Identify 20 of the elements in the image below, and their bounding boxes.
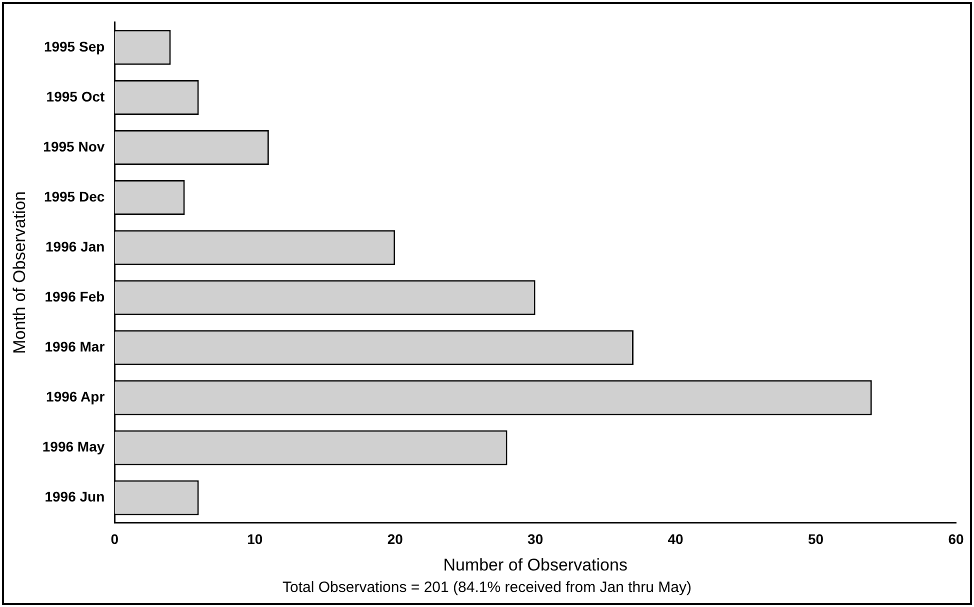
y-tick-label: 1996 Mar: [44, 338, 106, 355]
x-tick-label: 0: [110, 531, 119, 548]
text: Total Observations = 201 (84.1% received from Jan thru May): [282, 579, 692, 596]
y-tick-label: 1996 Jan: [45, 238, 105, 254]
x-tick-label: 30: [528, 531, 544, 548]
y-tick-label: 1995 Dec: [44, 188, 105, 204]
y-tick-label: 1996 Apr: [46, 388, 106, 405]
x-tick-label: 10: [247, 531, 263, 548]
y-tick-label: 1996 Feb: [44, 288, 105, 304]
x-tick-label: 60: [948, 531, 964, 548]
y-tick-label: 1996 May: [42, 438, 105, 455]
x-tick-label: 50: [808, 531, 824, 548]
x-tick-label: 40: [668, 531, 684, 548]
y-tick-label: 1995 Nov: [43, 138, 105, 154]
y-tick-label: 1995 Sep: [44, 38, 105, 54]
x-tick-label: 20: [387, 531, 404, 548]
y-tick-label: 1996 Jun: [44, 488, 105, 505]
x-axis-title: Number of Observations: [443, 555, 628, 574]
y-tick-label: 1995 Oct: [46, 88, 106, 104]
y-axis-title: Month of Observation: [10, 191, 29, 354]
